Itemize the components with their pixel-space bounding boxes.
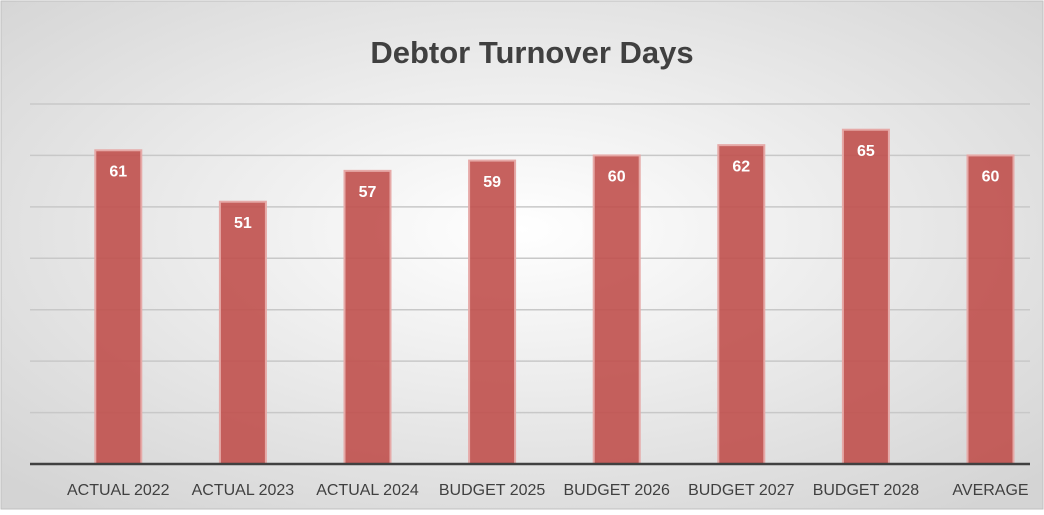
data-label: 60: [608, 169, 626, 186]
bar: [468, 159, 517, 465]
bar: [94, 149, 143, 466]
data-label: 51: [234, 215, 252, 232]
bar: [717, 144, 766, 465]
bar: [343, 169, 392, 465]
bar: [966, 154, 1015, 466]
bar: [592, 154, 641, 466]
x-tick-label: BUDGET 2028: [813, 482, 920, 499]
chart-title: Debtor Turnover Days: [370, 35, 693, 70]
data-label: 59: [483, 174, 501, 191]
bar: [218, 200, 267, 465]
data-label: 65: [857, 143, 875, 160]
x-tick-label: ACTUAL 2022: [67, 482, 170, 499]
data-label: 60: [982, 169, 1000, 186]
x-tick-label: BUDGET 2027: [688, 482, 795, 499]
bar: [841, 128, 890, 465]
data-label: 61: [109, 164, 127, 181]
x-tick-label: BUDGET 2025: [439, 482, 546, 499]
x-tick-label: BUDGET 2026: [563, 482, 670, 499]
x-tick-label: ACTUAL 2024: [316, 482, 419, 499]
data-label: 62: [732, 158, 750, 175]
data-label: 57: [359, 184, 377, 201]
x-tick-label: ACTUAL 2023: [192, 482, 295, 499]
x-tick-label: AVERAGE: [952, 482, 1028, 499]
